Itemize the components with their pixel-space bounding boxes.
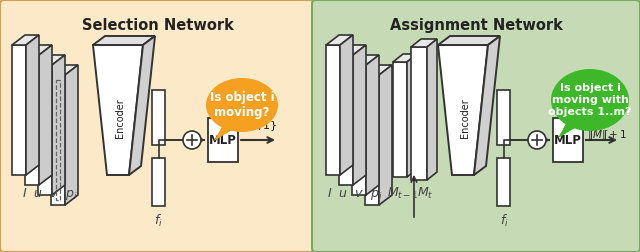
Polygon shape: [65, 65, 78, 205]
Polygon shape: [427, 39, 437, 180]
Polygon shape: [393, 54, 417, 62]
Circle shape: [183, 131, 201, 149]
Polygon shape: [51, 75, 65, 205]
Text: $f_i$: $f_i$: [154, 213, 163, 229]
Text: $M_{t-1}$: $M_{t-1}$: [387, 186, 419, 201]
Polygon shape: [93, 36, 155, 45]
Text: Assignment Network: Assignment Network: [390, 18, 563, 33]
Text: MLP: MLP: [554, 134, 582, 146]
Polygon shape: [52, 55, 65, 195]
Polygon shape: [365, 65, 392, 75]
Polygon shape: [352, 65, 366, 195]
Polygon shape: [340, 35, 353, 175]
Polygon shape: [339, 55, 353, 185]
Polygon shape: [339, 45, 366, 55]
Bar: [152, 158, 165, 206]
Polygon shape: [38, 55, 65, 65]
Ellipse shape: [206, 78, 278, 132]
Bar: [152, 90, 165, 145]
FancyBboxPatch shape: [0, 0, 316, 252]
Polygon shape: [411, 39, 437, 47]
Polygon shape: [558, 120, 582, 138]
Polygon shape: [393, 62, 407, 177]
Text: $1...$: $1...$: [587, 121, 609, 133]
Text: Encoder: Encoder: [115, 98, 125, 138]
Text: Selection Network: Selection Network: [82, 18, 234, 33]
Polygon shape: [129, 36, 155, 175]
Polygon shape: [353, 45, 366, 185]
Polygon shape: [352, 55, 379, 65]
Polygon shape: [38, 65, 52, 195]
Bar: [497, 158, 510, 206]
Polygon shape: [25, 45, 52, 55]
Polygon shape: [365, 75, 379, 205]
Polygon shape: [326, 35, 353, 45]
Polygon shape: [12, 35, 39, 45]
Polygon shape: [438, 45, 488, 175]
Text: MLP: MLP: [209, 134, 237, 146]
Polygon shape: [438, 36, 500, 45]
Text: $M_t$: $M_t$: [417, 186, 433, 201]
Text: Encoder: Encoder: [460, 98, 470, 138]
Text: $I\ \ u\ \ v\ \ p_i$: $I\ \ u\ \ v\ \ p_i$: [327, 186, 383, 202]
Polygon shape: [25, 55, 39, 185]
Text: $I\ \ u\ \ v\ \ p_i$: $I\ \ u\ \ v\ \ p_i$: [22, 186, 78, 202]
Polygon shape: [474, 36, 500, 175]
Text: Is object i
moving with
objects 1..m?: Is object i moving with objects 1..m?: [548, 83, 632, 117]
Polygon shape: [326, 45, 340, 175]
Bar: [208, 118, 238, 162]
FancyBboxPatch shape: [312, 0, 640, 252]
Bar: [553, 118, 583, 162]
Polygon shape: [366, 55, 379, 195]
Text: Is object i
moving?: Is object i moving?: [210, 91, 275, 119]
Polygon shape: [26, 35, 39, 175]
Polygon shape: [39, 45, 52, 185]
Polygon shape: [51, 65, 78, 75]
Text: $\|M\|+1$: $\|M\|+1$: [587, 128, 627, 142]
Polygon shape: [407, 54, 417, 177]
Text: $\{0,1\}$: $\{0,1\}$: [243, 119, 278, 133]
Polygon shape: [411, 47, 427, 180]
Text: $f_i$: $f_i$: [500, 213, 508, 229]
Polygon shape: [93, 45, 143, 175]
Ellipse shape: [551, 69, 629, 131]
Circle shape: [528, 131, 546, 149]
Polygon shape: [214, 123, 237, 141]
Polygon shape: [379, 65, 392, 205]
Polygon shape: [12, 45, 26, 175]
Bar: [497, 90, 510, 145]
